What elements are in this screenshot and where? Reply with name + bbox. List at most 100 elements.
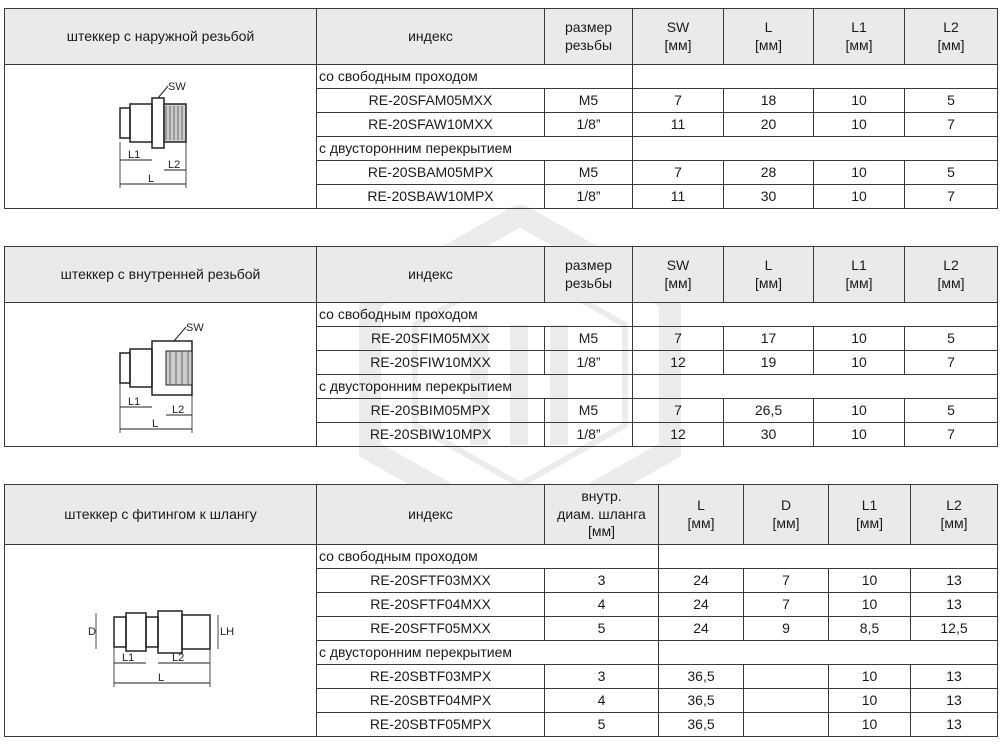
cell-l: 17 <box>723 326 814 351</box>
cell-l1: 10 <box>813 350 905 375</box>
cell-thread: M5 <box>544 160 633 185</box>
cell-l2: 5 <box>904 326 998 351</box>
col-header-d: D [мм] <box>743 484 829 545</box>
drawing-cell: SW L1 L2 L <box>4 302 317 447</box>
svg-text:L: L <box>158 672 164 684</box>
cell-l1: 10 <box>813 184 905 209</box>
cell-index: RE-20SBIW10MPX <box>316 422 545 447</box>
cell-l1: 8,5 <box>828 616 911 641</box>
cell-l1: 10 <box>828 664 911 689</box>
svg-text:L1: L1 <box>128 149 140 161</box>
cell-l2: 13 <box>910 664 998 689</box>
svg-text:L1: L1 <box>128 396 140 408</box>
cell-l2: 7 <box>904 112 998 137</box>
col-header-index: индекс <box>316 484 545 545</box>
cell-hose-diameter: 3 <box>544 664 659 689</box>
cell-index: RE-20SFTF03MXX <box>316 568 545 593</box>
cell-l1: 10 <box>828 592 911 617</box>
section-label: со свободным проходом <box>316 64 633 89</box>
col-header-l1: L1 [мм] <box>828 484 911 545</box>
svg-text:L1: L1 <box>122 652 134 664</box>
cell-hose-diameter: 4 <box>544 592 659 617</box>
col-header-l2: L2 [мм] <box>904 8 998 65</box>
cell-l: 26,5 <box>723 398 814 423</box>
col-header-l1: L1 [мм] <box>813 8 905 65</box>
col-header-index: индекс <box>316 8 545 65</box>
cell-l1: 10 <box>813 88 905 113</box>
cell-index: RE-20SFTF05MXX <box>316 616 545 641</box>
cell-sw: 11 <box>632 112 724 137</box>
svg-text:L2: L2 <box>168 159 180 171</box>
cell-l2: 7 <box>904 184 998 209</box>
cell-l: 24 <box>658 616 744 641</box>
col-header-l2: L2 [мм] <box>910 484 998 545</box>
svg-text:LH: LH <box>220 626 234 638</box>
col-header-l1: L1 [мм] <box>813 246 905 303</box>
col-header-l: L [мм] <box>658 484 744 545</box>
cell-index: RE-20SFIW10MXX <box>316 350 545 375</box>
col-header-l2: L2 [мм] <box>904 246 998 303</box>
drawing-cell: SW L1 L2 L <box>4 64 317 209</box>
section-label: с двусторонним перекрытием <box>316 640 659 665</box>
col-header-hose-diameter: внутр. диам. шланга [мм] <box>544 484 659 545</box>
cell-l2: 13 <box>910 688 998 713</box>
cell-l1: 10 <box>813 422 905 447</box>
col-header-l: L [мм] <box>723 8 814 65</box>
cell-thread: M5 <box>544 398 633 423</box>
svg-text:SW: SW <box>168 82 186 93</box>
cell-l2: 5 <box>904 398 998 423</box>
table-title: штеккер с внутренней резьбой <box>4 246 317 303</box>
cell-sw: 7 <box>632 398 724 423</box>
cell-l: 19 <box>723 350 814 375</box>
cell-sw: 7 <box>632 326 724 351</box>
cell-index: RE-20SFTF04MXX <box>316 592 545 617</box>
cell-d: 7 <box>743 568 829 593</box>
svg-text:L2: L2 <box>172 652 184 664</box>
col-header-sw: SW [мм] <box>632 246 724 303</box>
cell-thread: M5 <box>544 88 633 113</box>
col-header-sw: SW [мм] <box>632 8 724 65</box>
cell-d <box>743 688 829 713</box>
cell-l1: 10 <box>813 398 905 423</box>
cell-sw: 7 <box>632 88 724 113</box>
cell-index: RE-20SFAM05MXX <box>316 88 545 113</box>
cell-hose-diameter: 5 <box>544 712 659 737</box>
plug-external-thread-drawing: SW L1 L2 L <box>118 82 187 188</box>
cell-sw: 11 <box>632 184 724 209</box>
col-header-l: L [мм] <box>723 246 814 303</box>
cell-thread: M5 <box>544 326 633 351</box>
cell-thread: 1/8” <box>544 350 633 375</box>
cell-thread: 1/8” <box>544 422 633 447</box>
cell-l: 30 <box>723 422 814 447</box>
cell-l: 18 <box>723 88 814 113</box>
cell-index: RE-20SFAW10MXX <box>316 112 545 137</box>
spec-table-internal-thread: штеккер с внутренней резьбой индекс разм… <box>4 246 998 447</box>
cell-index: RE-20SBAW10MPX <box>316 184 545 209</box>
svg-text:L2: L2 <box>172 404 184 416</box>
cell-hose-diameter: 5 <box>544 616 659 641</box>
section-label: со свободным проходом <box>316 544 659 569</box>
plug-internal-thread-drawing: SW L1 L2 L <box>118 322 204 433</box>
cell-d <box>743 712 829 737</box>
cell-l: 36,5 <box>658 688 744 713</box>
svg-text:L: L <box>152 418 158 430</box>
cell-d: 9 <box>743 616 829 641</box>
cell-l1: 10 <box>828 688 911 713</box>
plug-hose-fitting-drawing: D LH L1 L2 L <box>88 609 234 687</box>
cell-index: RE-20SBAM05MPX <box>316 160 545 185</box>
col-header-thread-size: размер резьбы <box>544 246 633 303</box>
cell-l1: 10 <box>813 160 905 185</box>
table-title: штеккер с наружной резьбой <box>4 8 317 65</box>
cell-sw: 12 <box>632 422 724 447</box>
cell-hose-diameter: 3 <box>544 568 659 593</box>
col-header-thread-size: размер резьбы <box>544 8 633 65</box>
drawing-cell: D LH L1 L2 L <box>4 544 317 737</box>
cell-l2: 13 <box>910 568 998 593</box>
cell-l2: 13 <box>910 712 998 737</box>
cell-d <box>743 664 829 689</box>
section-label: со свободным проходом <box>316 302 633 327</box>
section-label: с двусторонним перекрытием <box>316 136 633 161</box>
cell-index: RE-20SBTF05MPX <box>316 712 545 737</box>
svg-text:SW: SW <box>186 322 204 334</box>
cell-l1: 10 <box>813 326 905 351</box>
